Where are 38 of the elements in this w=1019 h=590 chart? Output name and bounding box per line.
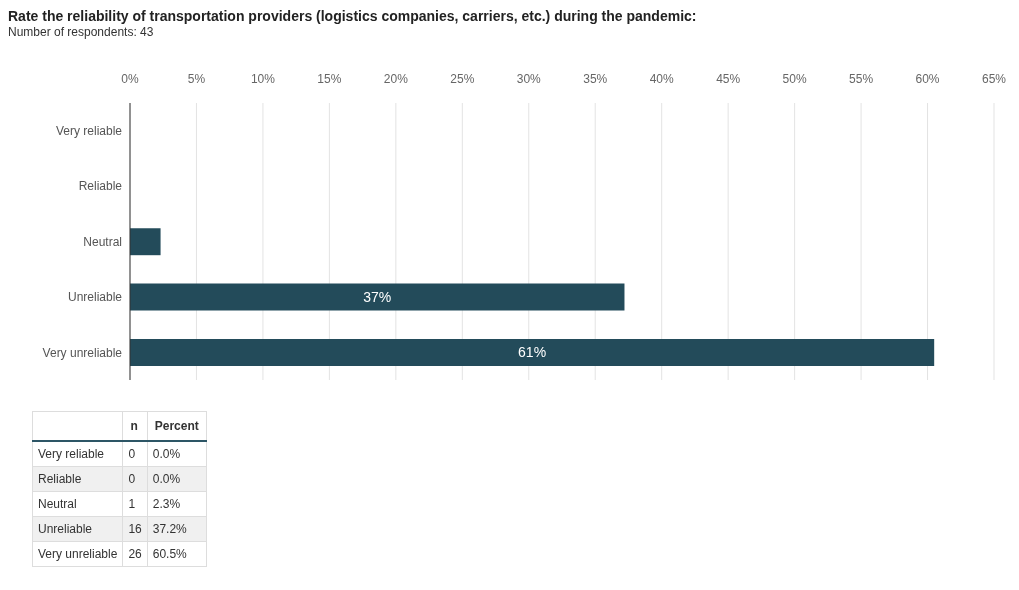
bar: [130, 228, 161, 256]
x-tick-label: 55%: [849, 72, 874, 86]
x-tick-label: 40%: [649, 72, 675, 86]
x-tick-label: 65%: [981, 72, 1007, 86]
text: n: [122, 411, 148, 441]
y-tick-label: Unreliable: [67, 290, 123, 305]
data-label: 61%: [518, 344, 547, 361]
text: 16: [122, 516, 148, 542]
x-tick-label: 0%: [121, 72, 139, 86]
text: 60.5%: [147, 541, 207, 567]
x-tick-label: 25%: [450, 72, 475, 86]
x-tick-label: 50%: [782, 72, 807, 86]
y-tick-label: Very reliable: [55, 123, 123, 138]
y-tick-label: Reliable: [78, 179, 123, 194]
x-tick-label: 35%: [583, 72, 608, 86]
text: 2.3%: [147, 491, 207, 517]
x-tick-label: 15%: [317, 72, 342, 86]
x-tick-label: 20%: [383, 72, 409, 86]
text: 37.2%: [147, 516, 207, 542]
text: 0: [122, 466, 148, 492]
x-tick-label: 30%: [516, 72, 542, 86]
text: 1: [122, 491, 148, 517]
y-tick-label: Neutral: [83, 234, 122, 249]
x-tick-label: 10%: [250, 72, 276, 86]
x-tick-label: 5%: [187, 72, 206, 86]
chart-subtitle: Number of respondents: 43: [8, 25, 155, 39]
y-tick-label: Very unreliable: [42, 345, 123, 360]
chart-title: Rate the reliability of transportation providers (logistics companies, carriers, etc.) during the pandemic:: [8, 8, 698, 24]
bar: [130, 339, 935, 366]
text: Percent: [147, 411, 207, 441]
text: 0.0%: [147, 466, 207, 492]
text: 26: [122, 541, 148, 567]
text: 0: [122, 441, 148, 467]
x-tick-label: 60%: [915, 72, 940, 86]
x-tick-label: 45%: [716, 72, 741, 86]
data-label: 37%: [363, 289, 392, 306]
bar: [130, 283, 625, 311]
text: 0.0%: [147, 441, 207, 467]
